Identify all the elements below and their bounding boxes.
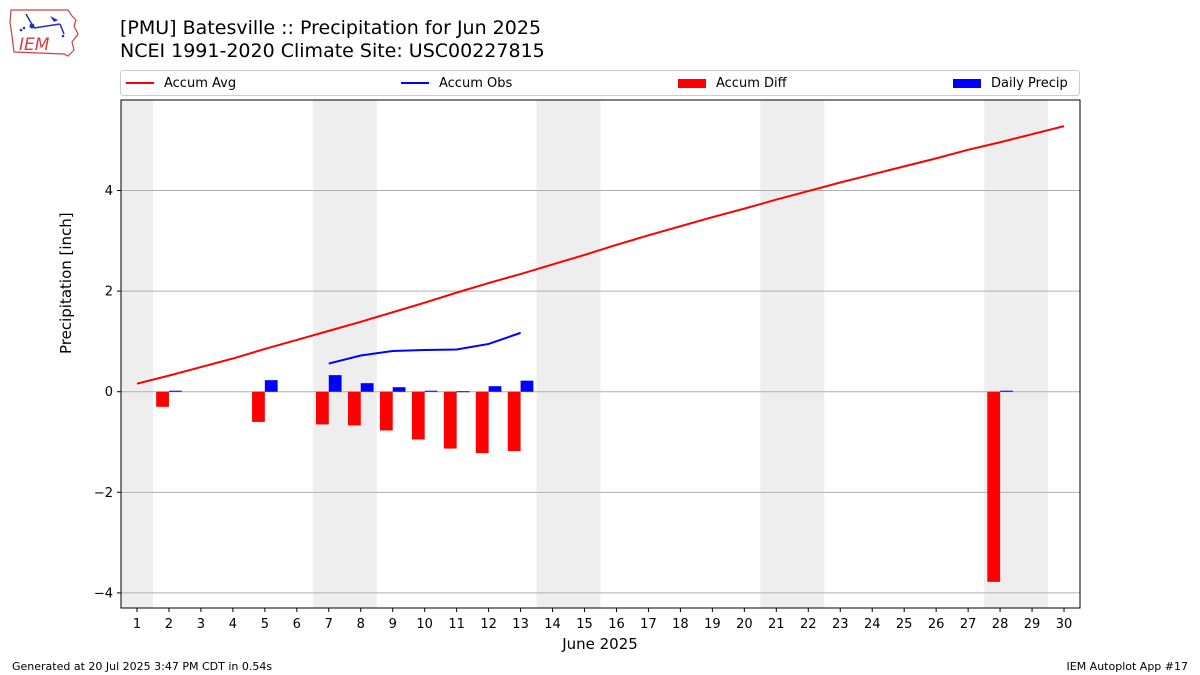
x-tick-label: 21 <box>768 617 785 632</box>
iem-logo: IEM <box>9 9 79 57</box>
accum-diff-bar <box>411 391 425 440</box>
legend-item-accum-obs: Accum Obs <box>401 74 512 92</box>
accum-diff-bar <box>379 391 393 431</box>
x-tick-label: 5 <box>261 617 269 632</box>
daily-precip-bar <box>360 383 374 392</box>
y-tick-label: 4 <box>105 184 113 199</box>
accum-diff-bar <box>252 391 265 422</box>
legend-item-daily-precip: Daily Precip <box>953 74 1068 92</box>
legend: Accum Avg Accum Obs Accum Diff Daily Pre… <box>120 70 1080 96</box>
x-tick-label: 30 <box>1056 617 1073 632</box>
x-tick-label: 23 <box>832 617 849 632</box>
accum-diff-bar <box>347 391 361 426</box>
weekend-shade <box>536 100 601 608</box>
x-tick-label: 20 <box>736 617 753 632</box>
legend-swatch-daily-precip <box>953 78 981 88</box>
daily-precip-bar <box>424 390 438 392</box>
weekend-shade <box>121 100 153 608</box>
x-tick-label: 4 <box>229 617 237 632</box>
accum-diff-bar <box>443 391 457 449</box>
chart-subtitle: NCEI 1991-2020 Climate Site: USC00227815 <box>120 40 545 62</box>
legend-label-accum-avg: Accum Avg <box>164 75 237 91</box>
legend-swatch-accum-avg <box>126 82 154 84</box>
legend-item-accum-diff: Accum Diff <box>678 74 787 92</box>
x-tick-label: 26 <box>928 617 945 632</box>
x-tick-label: 15 <box>576 617 593 632</box>
y-axis-label: Precipitation [inch] <box>57 212 75 354</box>
y-tick-label: 2 <box>105 285 113 300</box>
legend-label-accum-obs: Accum Obs <box>439 75 513 91</box>
x-tick-label: 9 <box>389 617 397 632</box>
accum-diff-bar <box>475 391 489 454</box>
accum-diff-bar <box>156 391 169 407</box>
x-tick-label: 27 <box>960 617 977 632</box>
y-tick-label: −4 <box>94 586 113 601</box>
x-tick-label: 13 <box>512 617 529 632</box>
x-tick-label: 18 <box>672 617 689 632</box>
x-tick-label: 22 <box>800 617 817 632</box>
x-tick-label: 3 <box>197 617 205 632</box>
legend-swatch-accum-diff <box>678 78 706 88</box>
y-tick-label: 0 <box>105 385 113 400</box>
x-tick-label: 2 <box>165 617 173 632</box>
app-footer: IEM Autoplot App #17 <box>1066 660 1189 673</box>
x-tick-label: 17 <box>640 617 657 632</box>
x-axis-label: June 2025 <box>562 635 638 653</box>
daily-precip-bar <box>520 380 534 392</box>
x-tick-label: 28 <box>992 617 1009 632</box>
generated-footer: Generated at 20 Jul 2025 3:47 PM CDT in … <box>12 660 273 673</box>
x-tick-label: 19 <box>704 617 721 632</box>
legend-swatch-accum-obs <box>401 82 429 84</box>
x-tick-label: 10 <box>416 617 433 632</box>
daily-precip-bar <box>488 386 502 392</box>
legend-label-accum-diff: Accum Diff <box>716 75 787 91</box>
x-tick-label: 25 <box>896 617 913 632</box>
x-tick-label: 11 <box>448 617 465 632</box>
x-tick-label: 12 <box>480 617 497 632</box>
legend-label-daily-precip: Daily Precip <box>991 75 1068 91</box>
x-tick-label: 8 <box>357 617 365 632</box>
daily-precip-bar <box>456 391 470 393</box>
daily-precip-bar <box>392 387 406 392</box>
x-tick-label: 16 <box>608 617 625 632</box>
legend-item-accum-avg: Accum Avg <box>126 74 236 92</box>
accum-diff-bar <box>507 391 521 452</box>
accum-obs-line <box>328 331 521 365</box>
daily-precip-bar <box>328 375 342 392</box>
x-tick-label: 29 <box>1024 617 1041 632</box>
x-tick-label: 14 <box>544 617 561 632</box>
daily-precip-bar <box>168 390 182 392</box>
x-tick-label: 24 <box>864 617 881 632</box>
y-tick-label: −2 <box>94 486 113 501</box>
weekend-shade <box>760 100 825 608</box>
daily-precip-bar <box>264 380 278 392</box>
plot-frame <box>120 99 1081 609</box>
accum-avg-line <box>136 125 1065 385</box>
chart-title: [PMU] Batesville :: Precipitation for Ju… <box>120 17 542 39</box>
daily-precip-bar <box>1000 390 1013 392</box>
accum-diff-bar <box>987 391 1001 582</box>
accum-diff-bar <box>315 391 329 425</box>
x-tick-label: 1 <box>133 617 141 632</box>
x-tick-label: 7 <box>325 617 333 632</box>
x-tick-label: 6 <box>293 617 301 632</box>
svg-text:IEM: IEM <box>19 35 50 55</box>
